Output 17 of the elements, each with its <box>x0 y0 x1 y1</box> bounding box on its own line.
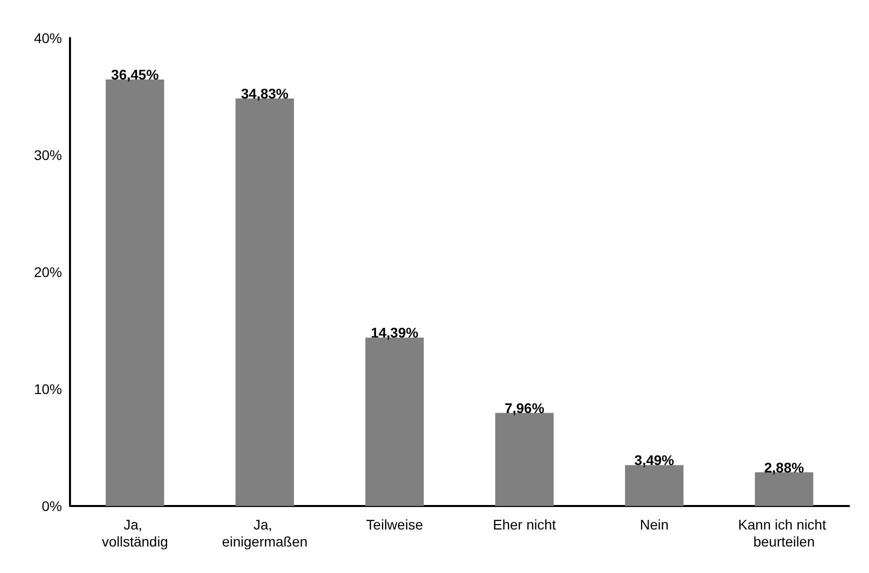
x-tick-label: Teilweise <box>366 516 424 532</box>
x-tick-label: Ja, vollständig <box>102 516 168 550</box>
x-tick-label: Eher nicht <box>492 516 556 532</box>
data-label: 2,88% <box>764 459 804 476</box>
y-tick-label: 20% <box>34 264 62 280</box>
data-label: 7,96% <box>504 400 545 416</box>
y-tick-label: 0% <box>42 498 62 514</box>
data-label: 3,49% <box>634 452 675 468</box>
y-tick-label: 40% <box>34 30 62 46</box>
data-label: 14,39% <box>370 324 419 341</box>
y-tick-label: 10% <box>34 381 62 397</box>
y-tick-label: 30% <box>34 147 62 163</box>
x-tick-label: Nein <box>640 516 669 532</box>
data-label: 34,83% <box>241 85 290 102</box>
x-tick-label: Kann ich nicht beurteilen <box>738 516 830 550</box>
x-tick-label: Ja, einigermaßen <box>222 516 308 550</box>
data-label: 36,45% <box>111 66 160 83</box>
